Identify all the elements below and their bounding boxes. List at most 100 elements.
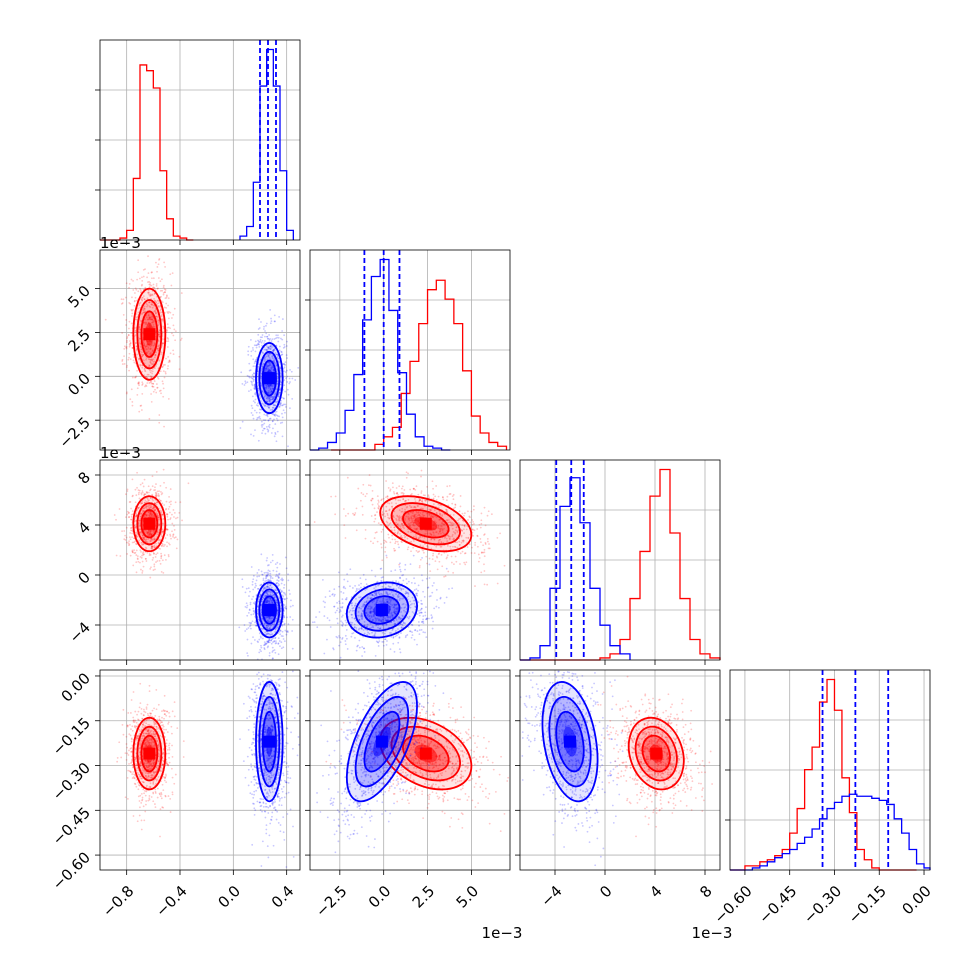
panel-p1-p2-series-0-point-215 xyxy=(440,545,443,548)
panel-p0-p2-series-0-point-204 xyxy=(131,549,134,552)
panel-p0-p1-series-0-point-321 xyxy=(156,345,159,348)
panel-p0-p2-series-0-point-79 xyxy=(136,535,139,538)
panel-p0-p2-series-0-point-310 xyxy=(142,565,145,568)
panel-p0-p1-series-1-point-421 xyxy=(265,367,267,370)
panel-p0-p1-series-1-point-754 xyxy=(267,419,270,422)
panel-p0-p2-series-0-point-184 xyxy=(141,490,144,492)
panel-p1-p2-series-0-point-747 xyxy=(454,506,457,509)
panel-p0-p1-series-1-point-719 xyxy=(283,334,286,337)
panel-p1-p2-series-0-point-259 xyxy=(459,505,462,508)
panel-p0-p1-series-1-point-50 xyxy=(270,367,272,369)
panel-p0-p2-series-1-point-892 xyxy=(250,622,253,624)
panel-p0-p2-series-0-point-857 xyxy=(172,533,175,536)
panel-p0-p1-series-0-point-319 xyxy=(146,348,149,351)
panel-p1-p2-series-0-point-95 xyxy=(439,525,442,527)
panel-p0-p1-series-0-point-746 xyxy=(168,360,171,363)
panel-p1-p2-series-0-point-420 xyxy=(438,560,441,563)
panel-p0-p2-series-1-point-424 xyxy=(262,577,265,580)
panel-p1-p2-series-0-point-123 xyxy=(399,535,402,538)
panel-p0-p1-series-0-point-716 xyxy=(146,352,148,355)
panel-p1-p2-series-1-point-28 xyxy=(354,585,356,587)
panel-p0-p1-series-0-point-346 xyxy=(160,351,163,354)
panel-p0-p2-series-0-point-527 xyxy=(158,524,160,527)
panel-p0-p1-series-0-point-764 xyxy=(152,283,155,286)
panel-p0-p1-series-0-point-47 xyxy=(150,382,153,385)
panel-p0-p2-series-0-point-259 xyxy=(161,530,163,533)
panel-p0-p2-series-1-point-393 xyxy=(266,586,269,589)
panel-p0-p1-series-0-point-31 xyxy=(147,292,150,295)
panel-p1-p2-series-0-point-661 xyxy=(480,571,483,574)
panel-p0-p2-series-1-point-537 xyxy=(269,620,272,623)
panel-p1-p2-series-1-point-139 xyxy=(339,656,342,659)
panel-p0-p2-series-0-point-163 xyxy=(123,538,126,541)
panel-p0-p1-series-1-point-702 xyxy=(266,353,269,356)
panel-p0-p1-series-0-point-308 xyxy=(146,304,149,307)
panel-p0-p1-series-1-point-501 xyxy=(256,375,259,378)
panel-p1-p2-series-0-point-78 xyxy=(429,509,432,511)
panel-p0-p2-series-1-point-712 xyxy=(247,654,249,657)
panel-p0-p2-series-1-point-746 xyxy=(267,632,270,635)
panel-p0-p1-series-1-contour-2 xyxy=(255,342,284,415)
panel-p1-p2-series-1-point-189 xyxy=(412,554,415,557)
panel-p0-p1-series-1-point-65 xyxy=(264,335,266,338)
panel-p1-p2-series-0-point-258 xyxy=(412,523,414,526)
panel-p0-p2-series-0-point-474 xyxy=(149,538,152,540)
panel-p1-p2-series-1-point-90 xyxy=(413,589,416,591)
panel-p0-p1-series-1-point-284 xyxy=(281,330,284,332)
panel-p0-p2-series-0-point-238 xyxy=(144,557,147,560)
panel-p0-p1-series-0-point-488 xyxy=(151,286,154,289)
panel-p0-p2-series-0-point-735 xyxy=(139,531,142,534)
panel-p0-p2-series-0-point-266 xyxy=(145,491,148,493)
panel-p0-p1-series-0-point-449 xyxy=(123,355,125,358)
panel-p0-p1-series-0-point-363 xyxy=(130,388,133,391)
panel-p0-p2-series-0-point-454 xyxy=(160,557,163,560)
panel-p0-p2-series-1-point-119 xyxy=(268,639,271,642)
panel-p0-p1-series-0-point-15 xyxy=(161,318,164,321)
panel-p0-p2-series-1-point-151 xyxy=(282,638,285,640)
panel-p0-p2-series-1-point-158 xyxy=(275,573,278,576)
panel-p0-p1-series-0-point-700 xyxy=(144,346,147,349)
panel-p0-p1-series-1-point-351 xyxy=(250,339,252,341)
panel-p0-p1-series-0-point-184 xyxy=(147,347,150,350)
panel-p0-p1-series-1-point-655 xyxy=(277,334,279,337)
panel-p0-p2-series-1-point-514 xyxy=(278,595,280,598)
panel-p0-p1-series-1-point-451 xyxy=(289,407,291,410)
panel-p0-p2-series-0-point-701 xyxy=(154,486,156,489)
panel-p0-p2-series-1-point-839 xyxy=(266,593,269,596)
panel-p0-p1-series-0-point-591 xyxy=(157,287,159,290)
panel-p0-p1-series-0-point-544 xyxy=(152,390,155,393)
panel-p1-p2-series-1-point-291 xyxy=(420,608,423,610)
panel-p1-p2-series-0-point-371 xyxy=(385,556,388,559)
panel-p1-p2-series-0-point-400 xyxy=(369,540,372,543)
panel-p0-p2-series-1-point-825 xyxy=(266,601,268,604)
panel-p0-p1-series-0-point-865 xyxy=(148,283,151,286)
panel-p0-p2-series-1-point-822 xyxy=(271,651,274,653)
panel-p0-p1-series-1-point-783 xyxy=(261,368,263,370)
panel-p0-p2-series-0-point-296 xyxy=(162,530,165,533)
panel-p0-p2-series-1-point-274 xyxy=(265,643,267,645)
panel-p0-p2-series-1-point-741 xyxy=(278,573,280,576)
panel-p0-p2-series-1-point-364 xyxy=(276,574,279,577)
panel-p1-p2-series-0-point-140 xyxy=(386,514,389,517)
panel-p0-p2-series-1-point-594 xyxy=(283,640,286,643)
panel-p0-p2-series-1-point-629 xyxy=(264,602,266,605)
panel-p0-p2-series-0-point-203 xyxy=(142,553,145,556)
panel-p0-p2-series-0-point-864 xyxy=(160,510,162,513)
panel-p0-p1-series-0-point-311 xyxy=(148,358,151,361)
panel-p1-p2-series-0-point-704 xyxy=(471,528,474,531)
panel-p0-p2-series-0-point-717 xyxy=(165,528,168,531)
panel-p0-p2-series-0-point-307 xyxy=(143,501,146,504)
panel-p1-p2-series-0-point-2 xyxy=(392,486,394,489)
panel-p0-p1-series-0-point-440 xyxy=(164,297,167,300)
panel-p0-p2-series-1-point-536 xyxy=(269,633,272,636)
panel-p0-p1-series-1-point-884 xyxy=(266,335,268,338)
panel-p0-p2-series-1-point-100 xyxy=(272,649,275,652)
panel-p1-p2-series-0-point-18 xyxy=(370,499,373,502)
panel-p0-p2-series-1-point-91 xyxy=(251,598,253,601)
panel-p0-p2-series-1-point-53 xyxy=(265,599,268,602)
panel-p0-p2-series-0-point-243 xyxy=(161,544,163,547)
panel-p0-p2-series-0-point-10 xyxy=(172,534,175,536)
panel-p0-p2-series-0-point-719 xyxy=(142,537,145,540)
panel-p0-p2-series-0-point-715 xyxy=(157,495,160,498)
panel-p0-p1-series-1-point-399 xyxy=(264,419,267,422)
